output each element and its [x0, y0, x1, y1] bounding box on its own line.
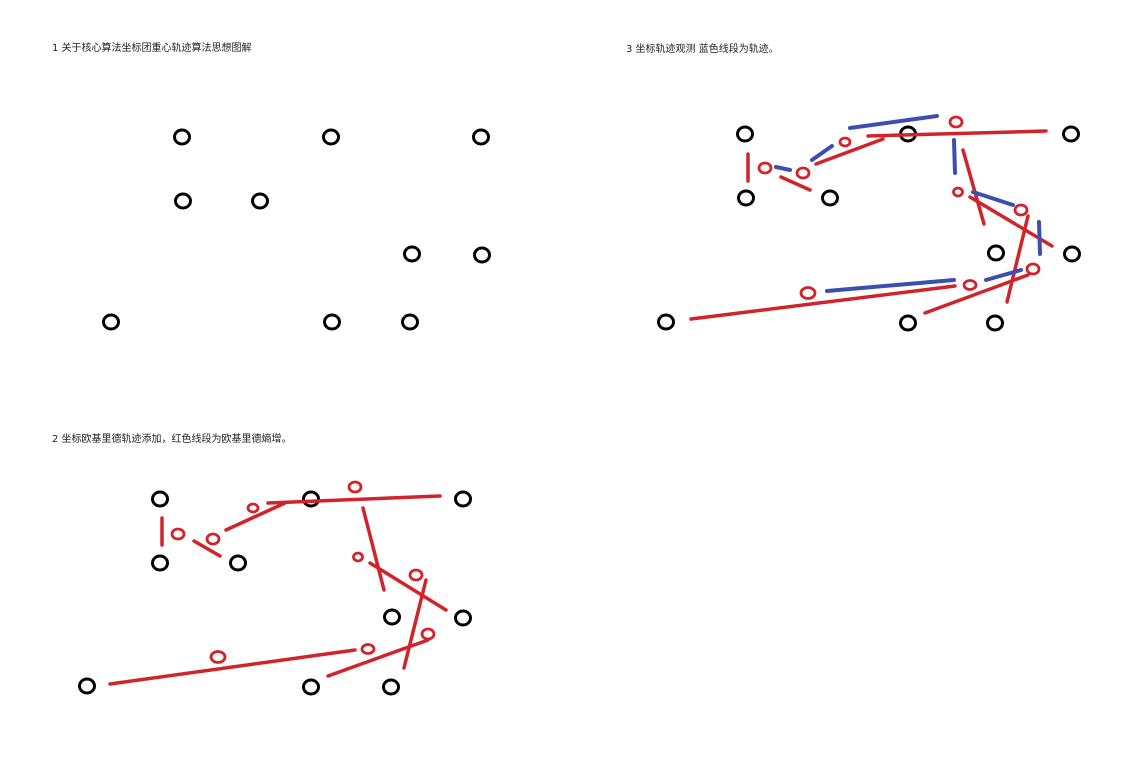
centroid-marker — [757, 161, 773, 175]
node-circle — [151, 554, 169, 572]
euclidean-segment — [402, 578, 428, 670]
centroid-marker — [246, 502, 260, 514]
euclidean-segment — [814, 137, 885, 166]
centroid-marker — [948, 115, 964, 129]
centroid-marker — [347, 480, 363, 494]
node-circle — [174, 192, 192, 210]
node-circle — [473, 246, 491, 264]
euclidean-segment — [866, 129, 1048, 138]
panel3-caption: 3 坐标轨迹观测 蓝色线段为轨迹。 — [626, 44, 779, 55]
centroid-marker — [352, 551, 364, 563]
trajectory-segment — [971, 190, 1015, 207]
node-circle — [736, 125, 754, 143]
trajectory-segment — [984, 268, 1023, 282]
trajectory-segment — [825, 278, 956, 293]
node-circle — [403, 245, 421, 263]
node-circle — [987, 244, 1005, 262]
panel1-nodes — [102, 128, 491, 331]
node-circle — [1062, 125, 1080, 143]
panel2-diagram — [78, 480, 472, 696]
euclidean-segment — [689, 284, 957, 321]
centroid-marker — [799, 286, 817, 300]
centroid-marker — [1025, 262, 1041, 276]
node-circle — [472, 128, 490, 146]
node-circle — [302, 678, 320, 696]
euclidean-segment — [961, 148, 986, 226]
centroid-marker — [209, 650, 227, 664]
centroid-marker — [420, 627, 436, 641]
node-circle — [899, 314, 917, 332]
node-circle — [229, 554, 247, 572]
node-circle — [382, 678, 400, 696]
node-circle — [102, 313, 120, 331]
centroid-marker — [360, 643, 376, 655]
centroid-marker — [795, 166, 811, 180]
centroid-marker — [170, 527, 186, 541]
panel2-caption: 2 坐标欧基里德轨迹添加，红色线段为欧基里德熵增。 — [52, 434, 292, 445]
euclidean-segment — [224, 501, 287, 532]
node-circle — [1063, 245, 1081, 263]
euclidean-segment — [779, 175, 812, 192]
trajectory-segment — [774, 165, 792, 172]
node-circle — [454, 609, 472, 627]
euclidean-segment — [192, 539, 222, 558]
node-circle — [322, 128, 340, 146]
euclidean-segment — [361, 506, 386, 592]
node-circle — [151, 490, 169, 508]
centroid-marker — [962, 279, 978, 291]
node-circle — [401, 313, 419, 331]
centroid-marker — [838, 136, 852, 148]
euclidean-segment — [368, 561, 448, 612]
node-circle — [737, 189, 755, 207]
euclidean-segment — [923, 273, 1030, 315]
node-circle — [657, 313, 675, 331]
euclidean-segment — [1005, 214, 1030, 304]
trajectory-segment — [952, 138, 957, 175]
node-circle — [302, 490, 320, 508]
node-circle — [173, 128, 191, 146]
node-circle — [821, 189, 839, 207]
trajectory-segment — [810, 144, 834, 162]
euclidean-segment — [108, 648, 357, 686]
centroid-marker — [408, 568, 424, 582]
euclidean-segment — [266, 494, 442, 505]
panel3-diagram — [657, 114, 1081, 332]
centroid-marker — [1013, 203, 1029, 217]
trajectory-segment — [848, 114, 939, 130]
panel1-caption: 1 关于核心算法坐标团重心轨迹算法思想图解 — [52, 43, 252, 54]
centroid-marker — [205, 532, 221, 546]
node-circle — [251, 192, 269, 210]
euclidean-segment — [326, 638, 430, 678]
centroid-marker — [952, 186, 964, 198]
node-circle — [323, 313, 341, 331]
node-circle — [454, 490, 472, 508]
trajectory-segment — [1037, 220, 1042, 256]
node-circle — [78, 677, 96, 695]
node-circle — [986, 314, 1004, 332]
node-circle — [383, 608, 401, 626]
